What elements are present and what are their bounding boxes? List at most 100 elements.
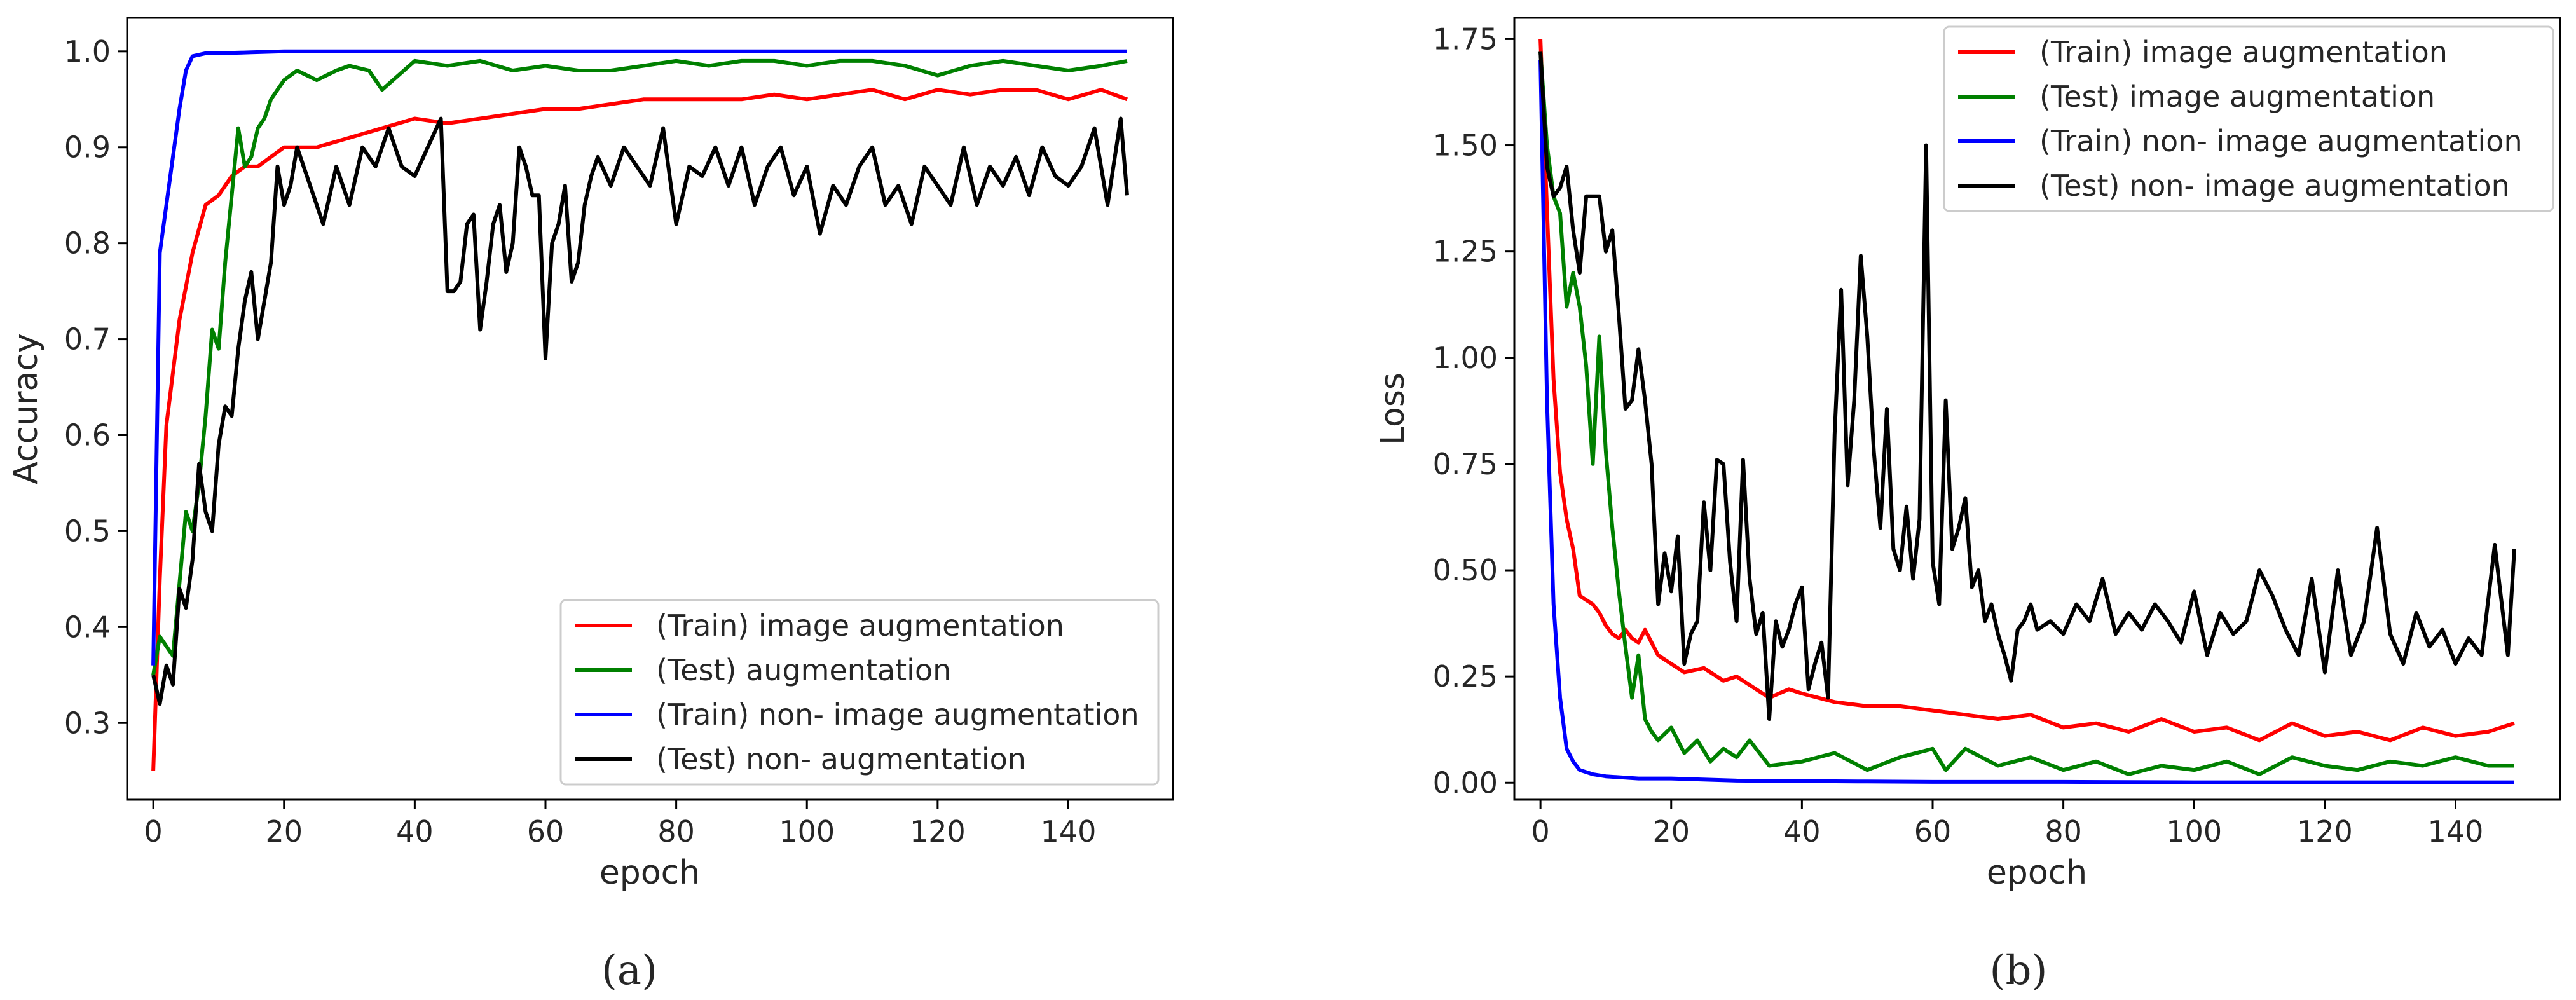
y-ticks-b: 0.00 0.25 0.50 0.75 1.00 1.25 1.50 1.75 [1433, 22, 1514, 800]
y-tick-label-a-4: 0.7 [64, 322, 111, 357]
y-tick-label-a-6: 0.9 [64, 130, 111, 165]
axes-frame-a [126, 17, 1174, 801]
x-tick-a-4: 80 [657, 800, 695, 849]
legend-frame-b [1943, 25, 2554, 212]
y-tick-label-b-2: 0.50 [1433, 553, 1498, 587]
legend-label-a-3: (Test) non- augmentation [656, 742, 1026, 776]
y-tick-a-1: 0.4 [64, 610, 127, 644]
y-tick-label-b-5: 1.25 [1433, 235, 1498, 269]
legend-entry-b-1: (Test) image augmentation [1958, 79, 2435, 114]
y-tick-label-a-5: 0.8 [64, 226, 111, 261]
chart-loss: 0 20 40 60 80 100 120 140 0.00 0.25 0.50… [1374, 17, 2561, 994]
x-tick-b-0: 0 [1531, 800, 1550, 849]
y-tick-label-a-2: 0.5 [64, 514, 111, 548]
y-tick-label-b-1: 0.25 [1433, 659, 1498, 694]
x-tick-b-1: 20 [1652, 800, 1690, 849]
y-tick-label-b-0: 0.00 [1433, 765, 1498, 800]
x-tick-a-0: 0 [144, 800, 163, 849]
x-tick-label-b-3: 60 [1914, 814, 1952, 849]
x-tick-label-b-1: 20 [1652, 814, 1690, 849]
series-line-a-0 [151, 88, 1128, 771]
legend-entry-a-3: (Test) non- augmentation [575, 742, 1026, 776]
legend-entry-a-1: (Test) augmentation [575, 653, 951, 687]
x-ticks-b: 0 20 40 60 80 100 120 140 [1531, 800, 2483, 849]
y-tick-label-a-7: 1.0 [64, 34, 111, 69]
x-axis-label-a: epoch [599, 854, 700, 892]
x-tick-label-b-7: 140 [2428, 814, 2484, 849]
x-tick-b-5: 100 [2166, 800, 2222, 849]
series-line-b-1 [1538, 51, 2514, 776]
y-tick-a-6: 0.9 [64, 130, 127, 165]
legend-entry-b-0: (Train) image augmentation [1958, 35, 2448, 69]
x-tick-a-1: 20 [265, 800, 303, 849]
plot-lines-a [151, 49, 1129, 771]
y-axis-label-a: Accuracy [7, 333, 45, 484]
x-tick-label-b-6: 120 [2297, 814, 2353, 849]
legend-label-b-1: (Test) image augmentation [2039, 79, 2435, 114]
y-tick-a-4: 0.7 [64, 322, 127, 357]
legend-label-a-0: (Train) image augmentation [656, 608, 1064, 643]
y-tick-a-3: 0.6 [64, 418, 127, 453]
panel-caption-b: (b) [1990, 947, 2048, 994]
x-tick-label-a-0: 0 [144, 814, 162, 849]
chart-accuracy: 0 20 40 60 80 100 120 140 0.3 0.4 0.5 0.… [7, 17, 1174, 994]
legend-entry-b-2: (Train) non- image augmentation [1958, 124, 2523, 158]
x-tick-label-b-4: 80 [2045, 814, 2082, 849]
legend-entry-a-0: (Train) image augmentation [575, 608, 1064, 643]
y-tick-a-7: 1.0 [64, 34, 127, 69]
y-tick-b-1: 0.25 [1433, 659, 1514, 694]
y-tick-label-a-0: 0.3 [64, 706, 111, 740]
x-tick-label-a-2: 40 [396, 814, 434, 849]
legend-entry-a-2: (Train) non- image augmentation [575, 697, 1139, 732]
x-axis-label-b: epoch [1987, 854, 2087, 892]
legend-frame-a [559, 599, 1160, 786]
legend-label-b-3: (Test) non- image augmentation [2039, 168, 2510, 203]
y-tick-label-a-1: 0.4 [64, 610, 111, 644]
y-tick-b-7: 1.75 [1433, 22, 1514, 56]
panel-caption-a: (a) [601, 947, 657, 994]
x-tick-a-6: 120 [910, 800, 966, 849]
x-tick-b-2: 40 [1783, 800, 1821, 849]
y-tick-b-3: 0.75 [1433, 447, 1514, 481]
y-tick-label-b-4: 1.00 [1433, 341, 1498, 375]
y-tick-label-b-7: 1.75 [1433, 22, 1498, 56]
x-tick-b-7: 140 [2428, 800, 2484, 849]
y-ticks-a: 0.3 0.4 0.5 0.6 0.7 0.8 0.9 1.0 [64, 34, 127, 740]
legend-entry-b-3: (Test) non- image augmentation [1958, 168, 2510, 203]
x-tick-label-a-5: 100 [779, 814, 835, 849]
y-tick-label-b-6: 1.50 [1433, 128, 1498, 163]
x-tick-label-a-4: 80 [657, 814, 695, 849]
axes-frame-b [1513, 17, 2561, 801]
y-tick-label-a-3: 0.6 [64, 418, 111, 453]
x-tick-b-3: 60 [1914, 800, 1952, 849]
y-tick-b-0: 0.00 [1433, 765, 1514, 800]
y-tick-b-4: 1.00 [1433, 341, 1514, 375]
x-tick-a-2: 40 [396, 800, 434, 849]
x-ticks-a: 0 20 40 60 80 100 120 140 [144, 800, 1096, 849]
x-tick-b-6: 120 [2297, 800, 2353, 849]
y-tick-b-5: 1.25 [1433, 235, 1514, 269]
y-tick-b-6: 1.50 [1433, 128, 1514, 163]
legend-label-b-0: (Train) image augmentation [2039, 35, 2448, 69]
legend-a: (Train) image augmentation (Test) augmen… [559, 599, 1160, 786]
series-line-a-1 [151, 58, 1128, 676]
x-tick-label-a-1: 20 [265, 814, 303, 849]
y-tick-label-b-3: 0.75 [1433, 447, 1498, 481]
y-tick-a-0: 0.3 [64, 706, 127, 740]
y-tick-b-2: 0.50 [1433, 553, 1514, 587]
y-tick-a-2: 0.5 [64, 514, 127, 548]
series-line-a-2 [151, 49, 1127, 666]
x-tick-label-b-0: 0 [1531, 814, 1549, 849]
plot-lines-b [1538, 39, 2516, 784]
legend-b: (Train) image augmentation (Test) image … [1943, 25, 2554, 212]
legend-label-a-1: (Test) augmentation [656, 653, 951, 687]
x-tick-label-a-7: 140 [1041, 814, 1097, 849]
x-tick-b-4: 80 [2045, 800, 2082, 849]
x-tick-label-a-3: 60 [527, 814, 565, 849]
legend-label-a-2: (Train) non- image augmentation [656, 697, 1139, 732]
x-tick-a-7: 140 [1041, 800, 1097, 849]
x-tick-label-b-5: 100 [2166, 814, 2222, 849]
series-line-b-2 [1538, 60, 2514, 784]
x-tick-a-5: 100 [779, 800, 835, 849]
